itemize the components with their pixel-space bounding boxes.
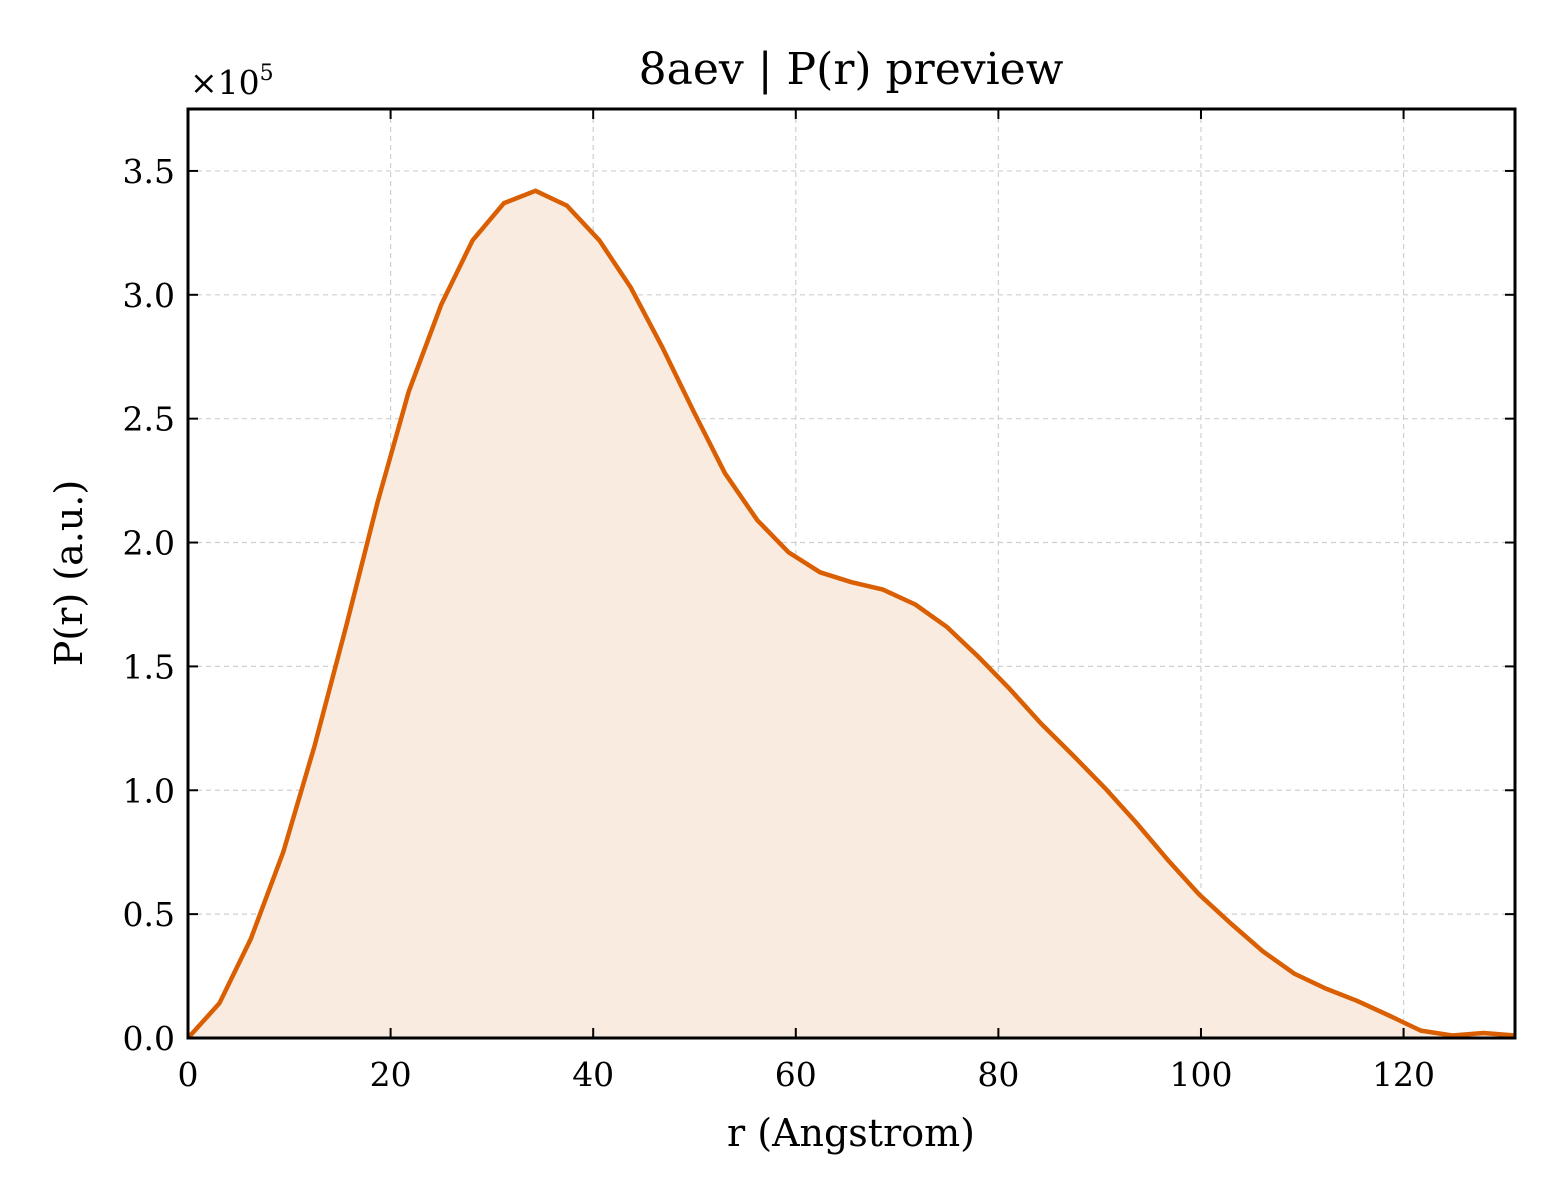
y-tick-label: 2.0 [123, 524, 175, 563]
y-axis-label: P(r) (a.u.) [47, 480, 91, 666]
y-tick-label: 0.5 [123, 895, 175, 934]
ticks: 0 20 40 60 80 100 120 0.0 0.5 1.0 1.5 2.0 2.5 3.0 3.5 [123, 109, 1515, 1094]
x-tick-label: 0 [178, 1055, 199, 1094]
y-tick-label: 2.5 [123, 400, 175, 439]
y-offset-base: ×10 [190, 63, 260, 102]
y-tick-label: 1.0 [123, 771, 175, 810]
x-tick-label: 20 [370, 1055, 412, 1094]
plot-area [186, 188, 1516, 1040]
y-tick-label: 3.5 [123, 152, 175, 191]
x-tick-label: 80 [977, 1055, 1019, 1094]
pr-curve-line [186, 188, 1516, 1040]
x-tick-label: 60 [775, 1055, 817, 1094]
axes-frame [186, 107, 1517, 1040]
x-axis-label: r (Angstrom) [727, 1111, 975, 1155]
y-tick-label: 0.0 [123, 1019, 175, 1058]
y-tick-label: 3.0 [123, 276, 175, 315]
x-tick-label: 120 [1372, 1055, 1435, 1094]
x-tick-label: 40 [572, 1055, 614, 1094]
pr-area-fill [188, 190, 1515, 1039]
chart-title: 8aev | P(r) preview [639, 44, 1064, 95]
y-tick-label: 1.5 [123, 647, 175, 686]
y-offset-exponent: 5 [260, 61, 274, 86]
y-offset-label: ×105 [190, 61, 274, 102]
x-tick-label: 100 [1169, 1055, 1232, 1094]
